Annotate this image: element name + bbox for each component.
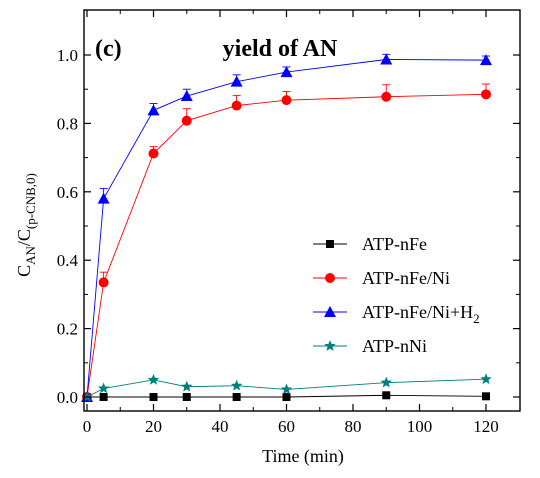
series-line xyxy=(86,58,487,398)
legend-label-text: ATP-nNi xyxy=(362,336,427,356)
series-line xyxy=(86,93,487,398)
x-tick-label: 60 xyxy=(278,417,295,436)
y-tick-label: 0.4 xyxy=(57,251,79,270)
data-point xyxy=(280,66,293,78)
legend-item: ATP-nFe/Ni xyxy=(313,268,450,288)
series-atp-nfe-ni xyxy=(82,83,491,402)
y-axis-title-sub1: AN xyxy=(23,245,38,264)
data-point xyxy=(480,373,492,385)
legend-marker xyxy=(324,306,336,317)
x-tick-label: 80 xyxy=(345,417,362,436)
legend-label-text: ATP-nFe/Ni+H xyxy=(362,302,473,322)
data-point xyxy=(482,392,490,401)
y-tick-label: 0.0 xyxy=(57,388,78,407)
y-tick-label: 0.6 xyxy=(57,183,78,202)
data-point xyxy=(99,393,108,401)
data-point xyxy=(232,393,241,401)
data-point xyxy=(97,192,110,204)
data-point xyxy=(230,379,243,391)
data-point xyxy=(182,393,191,401)
data-point xyxy=(181,380,193,392)
chart-title: yield of AN xyxy=(223,36,338,62)
legend-marker xyxy=(324,340,336,351)
series-atp-nfe xyxy=(83,391,490,401)
data-point xyxy=(281,95,292,106)
y-tick-label: 0.2 xyxy=(57,320,78,339)
data-point xyxy=(98,277,109,288)
legend-label: ATP-nNi xyxy=(362,336,427,356)
data-point xyxy=(181,115,192,126)
x-tick-label: 120 xyxy=(473,417,499,436)
data-point xyxy=(481,89,491,100)
data-point xyxy=(148,148,159,159)
data-point xyxy=(480,54,492,66)
data-point xyxy=(147,104,160,116)
legend-item: ATP-nFe xyxy=(313,234,427,254)
legend-label: ATP-nFe/Ni+H2 xyxy=(362,302,480,326)
y-axis-title-slash: /C xyxy=(14,229,34,246)
y-axis-title-main: C xyxy=(14,265,34,277)
x-tick-label: 40 xyxy=(212,417,229,436)
x-tick-label: 0 xyxy=(83,417,92,436)
legend-label-subscript: 2 xyxy=(473,311,480,326)
series-atp-nfe-ni-h xyxy=(81,53,492,402)
data-point xyxy=(380,53,393,65)
series-line xyxy=(86,378,487,398)
legend-label-text: ATP-nFe xyxy=(362,234,427,254)
panel-label: (c) xyxy=(95,36,122,62)
legend-label-text: ATP-nFe/Ni xyxy=(362,268,450,288)
y-axis-title-sub2: (p-CNB,0) xyxy=(23,173,38,229)
x-axis-title: Time (min) xyxy=(262,446,344,467)
legend-item: ATP-nFe/Ni+H2 xyxy=(313,302,480,326)
series-line xyxy=(87,394,487,398)
data-point xyxy=(147,373,160,385)
legend-item: ATP-nNi xyxy=(313,336,427,356)
data-point xyxy=(280,383,293,395)
legend-marker xyxy=(326,240,334,248)
legend-label: ATP-nFe/Ni xyxy=(362,268,450,288)
y-tick-label: 0.8 xyxy=(57,114,78,133)
data-point xyxy=(231,100,242,111)
x-tick-label: 20 xyxy=(145,417,162,436)
data-point xyxy=(382,391,391,400)
legend-label: ATP-nFe xyxy=(362,234,427,254)
data-point xyxy=(97,382,110,394)
data-point xyxy=(282,393,291,401)
legend-marker xyxy=(325,273,335,283)
data-point xyxy=(180,90,193,102)
plot-frame xyxy=(83,9,521,412)
data-point xyxy=(230,75,243,87)
y-tick-label: 1.0 xyxy=(57,46,78,65)
data-point xyxy=(149,393,158,401)
y-axis-title: CAN/C(p-CNB,0) xyxy=(14,173,38,277)
series-layer xyxy=(81,53,492,402)
x-tick-label: 100 xyxy=(407,417,433,436)
axes: 0 20 40 60 80 100 120 0.0 0.2 0.4 0.6 0.8 1.0 xyxy=(57,9,521,436)
data-point xyxy=(381,91,392,102)
data-point xyxy=(380,376,392,388)
legend: ATP-nFe ATP-nFe/Ni ATP-nFe/Ni+H2 ATP-nNi xyxy=(313,234,480,356)
